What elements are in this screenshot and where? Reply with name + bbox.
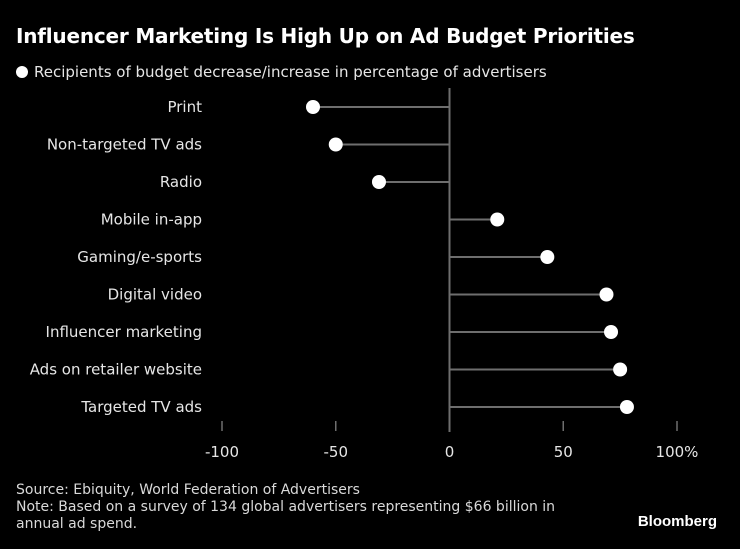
- legend-label: Recipients of budget decrease/increase i…: [34, 63, 547, 81]
- bloomberg-logo: Bloomberg: [637, 513, 717, 530]
- category-label: Targeted TV ads: [80, 398, 202, 416]
- x-tick-label: 50: [554, 443, 573, 461]
- chart-title: Influencer Marketing Is High Up on Ad Bu…: [16, 24, 635, 48]
- data-point: [619, 400, 634, 414]
- category-label: Influencer marketing: [46, 323, 202, 341]
- note-text: Note: Based on a survey of 134 global ad…: [16, 499, 556, 532]
- legend-marker-icon: [16, 66, 28, 78]
- data-point: [604, 325, 619, 339]
- x-tick-label: 0: [445, 443, 455, 461]
- data-point: [599, 287, 614, 302]
- data-point: [540, 250, 555, 264]
- legend: Recipients of budget decrease/increase i…: [16, 63, 547, 81]
- data-point: [613, 362, 628, 377]
- data-point: [371, 175, 386, 189]
- category-label: Radio: [160, 173, 202, 191]
- x-tick-label: -100: [205, 443, 239, 461]
- data-point: [490, 212, 505, 227]
- category-label: Ads on retailer website: [30, 361, 202, 379]
- data-point: [328, 137, 343, 152]
- category-label: Non-targeted TV ads: [47, 136, 202, 154]
- category-label: Mobile in-app: [101, 211, 202, 229]
- category-label: Print: [167, 98, 202, 116]
- x-tick-label: 100%: [656, 443, 699, 461]
- source-text: Source: Ebiquity, World Federation of Ad…: [16, 482, 360, 498]
- data-point: [306, 100, 320, 114]
- category-label: Gaming/e-sports: [77, 248, 202, 266]
- footer-notes: Source: Ebiquity, World Federation of Ad…: [16, 482, 596, 533]
- x-tick-label: -50: [324, 443, 349, 461]
- category-label: Digital video: [108, 286, 202, 304]
